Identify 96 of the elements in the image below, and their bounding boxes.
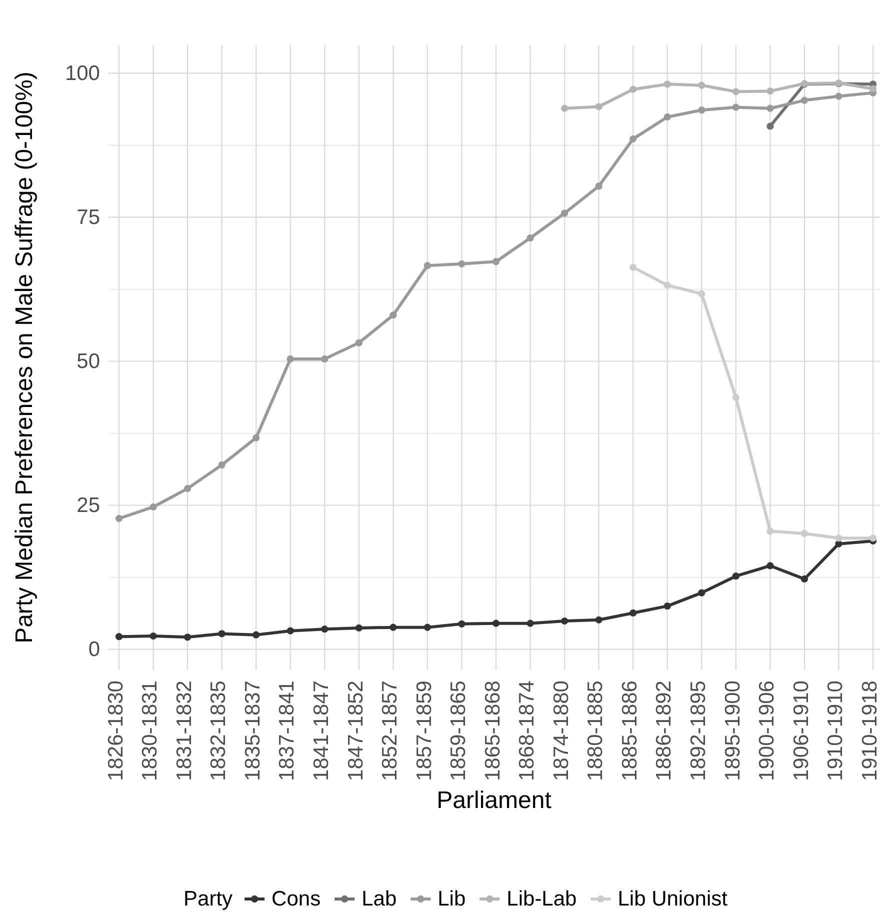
- point: [835, 92, 842, 100]
- x-tick-label: 1868-1874: [516, 680, 539, 781]
- x-tick-label: 1832-1835: [207, 680, 230, 781]
- point: [869, 534, 877, 542]
- point: [766, 88, 774, 95]
- point: [458, 620, 466, 628]
- point: [698, 82, 706, 89]
- legend-label: Lab: [362, 888, 397, 910]
- point: [630, 609, 637, 617]
- point: [664, 80, 671, 88]
- point: [355, 339, 362, 346]
- point: [766, 528, 774, 535]
- y-tick-label: 100: [64, 62, 100, 85]
- point: [184, 634, 192, 641]
- point: [664, 113, 671, 121]
- x-tick-label: 1910-1910: [824, 680, 848, 781]
- point: [698, 589, 706, 596]
- point: [355, 624, 362, 632]
- x-tick-label: 1885-1886: [618, 680, 642, 781]
- point: [560, 104, 568, 112]
- point: [560, 210, 568, 217]
- point: [252, 434, 260, 442]
- point: [115, 514, 123, 522]
- point: [286, 355, 294, 362]
- x-tick-label: 1830-1831: [138, 680, 162, 781]
- point: [732, 104, 740, 111]
- point: [732, 88, 740, 96]
- x-tick-label: 1886-1892: [652, 680, 676, 781]
- x-tick-label: 1857-1859: [412, 680, 436, 781]
- point: [732, 572, 740, 580]
- point: [252, 631, 260, 638]
- point: [115, 633, 123, 640]
- point: [321, 355, 328, 362]
- point: [664, 602, 671, 610]
- point: [766, 122, 774, 130]
- y-tick-label: 75: [76, 206, 100, 229]
- point: [595, 182, 602, 190]
- x-tick-label: 1852-1857: [378, 680, 402, 781]
- x-tick-label: 1892-1895: [686, 680, 710, 781]
- point: [424, 262, 432, 270]
- point: [286, 627, 294, 634]
- legend-label: Lib: [438, 888, 466, 910]
- point: [390, 312, 397, 319]
- point: [526, 234, 534, 242]
- y-axis-title: Party Median Preferences on Male Suffrage (0-100%): [11, 72, 38, 644]
- point: [835, 534, 842, 542]
- point: [800, 575, 808, 583]
- point: [630, 264, 637, 271]
- point: [595, 616, 602, 624]
- point: [698, 290, 706, 298]
- point: [150, 632, 157, 640]
- x-tick-label: 1900-1906: [756, 680, 779, 781]
- x-tick-label: 1847-1852: [344, 680, 368, 781]
- y-tick-label: 0: [88, 638, 100, 661]
- point: [766, 562, 774, 570]
- x-tick-label: 1841-1847: [310, 680, 333, 781]
- x-axis-title: Parliament: [436, 787, 552, 814]
- y-tick-label: 25: [76, 494, 100, 517]
- x-tick-label: 1895-1900: [721, 680, 744, 781]
- x-tick-label: 1837-1841: [276, 680, 299, 781]
- point: [218, 461, 226, 468]
- point: [595, 103, 602, 110]
- y-tick-label: 50: [76, 350, 100, 373]
- point: [630, 86, 637, 93]
- x-tick-label: 1865-1868: [481, 680, 504, 781]
- point: [492, 620, 500, 627]
- point: [800, 530, 808, 538]
- x-tick-label: 1826-1830: [104, 680, 128, 781]
- point: [800, 96, 808, 104]
- point: [664, 282, 671, 289]
- point: [869, 85, 877, 92]
- x-tick-label: 1831-1832: [172, 680, 196, 781]
- point: [321, 626, 328, 633]
- x-tick-label: 1906-1910: [790, 680, 813, 781]
- x-tick-label: 1910-1918: [858, 680, 882, 781]
- point: [766, 104, 774, 112]
- legend-title: Party: [184, 888, 234, 910]
- x-tick-label: 1880-1885: [584, 680, 608, 781]
- point: [492, 258, 500, 266]
- x-tick-label: 1835-1837: [241, 680, 264, 781]
- point: [630, 135, 637, 142]
- point: [184, 484, 192, 492]
- legend-label: Lib-Lab: [506, 888, 577, 910]
- point: [698, 106, 706, 114]
- point: [732, 394, 740, 402]
- point: [458, 260, 466, 268]
- x-tick-label: 1859-1865: [447, 680, 470, 781]
- point: [560, 617, 568, 625]
- point: [150, 503, 157, 511]
- point: [526, 620, 534, 627]
- legend-label: Cons: [272, 888, 321, 910]
- point: [390, 624, 397, 631]
- point: [218, 630, 226, 638]
- legend-label: Lib Unionist: [618, 888, 728, 910]
- x-tick-label: 1874-1880: [550, 680, 573, 781]
- point: [424, 624, 432, 631]
